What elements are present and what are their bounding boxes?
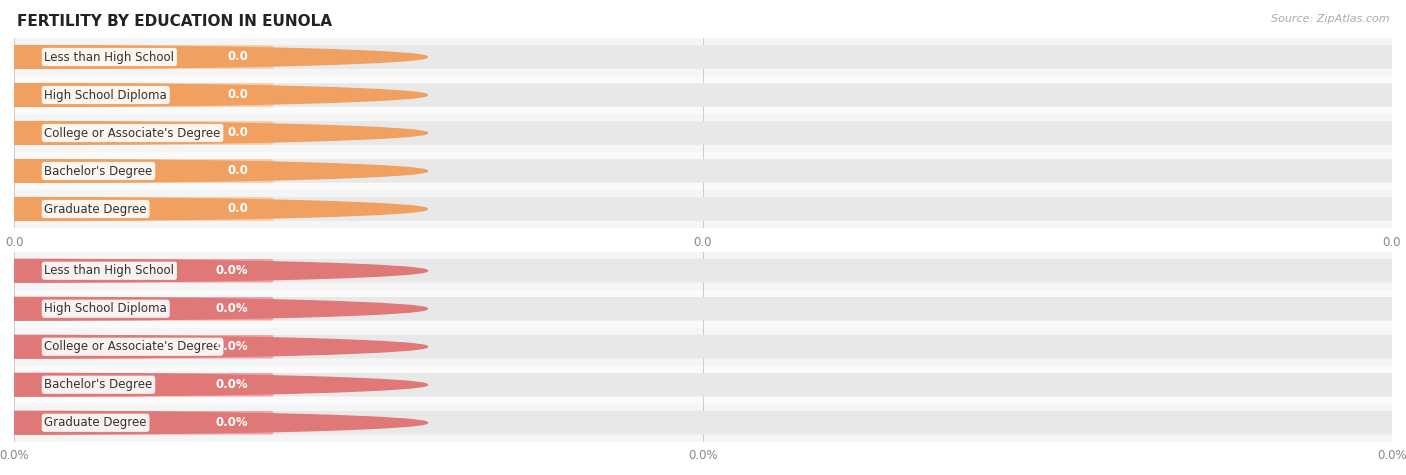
Circle shape <box>0 411 427 434</box>
Circle shape <box>0 335 427 358</box>
FancyBboxPatch shape <box>3 159 1403 183</box>
Text: 0.0%: 0.0% <box>215 302 249 315</box>
FancyBboxPatch shape <box>3 197 1403 221</box>
Bar <box>14 290 1392 328</box>
Text: Bachelor's Degree: Bachelor's Degree <box>45 164 153 178</box>
Text: Bachelor's Degree: Bachelor's Degree <box>45 378 153 391</box>
Text: 0.0%: 0.0% <box>215 264 249 277</box>
Bar <box>14 404 1392 442</box>
Circle shape <box>0 373 427 396</box>
Circle shape <box>0 198 427 220</box>
Text: High School Diploma: High School Diploma <box>45 302 167 315</box>
Bar <box>14 152 1392 190</box>
Circle shape <box>0 84 427 106</box>
FancyBboxPatch shape <box>3 197 273 221</box>
FancyBboxPatch shape <box>3 259 1403 283</box>
Bar <box>14 366 1392 404</box>
Text: College or Associate's Degree: College or Associate's Degree <box>45 340 221 353</box>
Text: 0.0: 0.0 <box>228 88 249 102</box>
Text: Graduate Degree: Graduate Degree <box>45 202 146 216</box>
FancyBboxPatch shape <box>3 373 273 397</box>
Text: 0.0%: 0.0% <box>215 378 249 391</box>
FancyBboxPatch shape <box>3 297 1403 321</box>
FancyBboxPatch shape <box>3 259 273 283</box>
Bar <box>14 114 1392 152</box>
Text: 0.0: 0.0 <box>228 164 249 178</box>
FancyBboxPatch shape <box>3 335 273 359</box>
FancyBboxPatch shape <box>3 411 1403 435</box>
FancyBboxPatch shape <box>3 411 273 435</box>
FancyBboxPatch shape <box>3 45 273 69</box>
Bar <box>14 190 1392 228</box>
FancyBboxPatch shape <box>3 45 1403 69</box>
FancyBboxPatch shape <box>3 159 273 183</box>
Text: Less than High School: Less than High School <box>45 264 174 277</box>
Text: Graduate Degree: Graduate Degree <box>45 416 146 429</box>
Text: High School Diploma: High School Diploma <box>45 88 167 102</box>
Bar <box>14 252 1392 290</box>
Bar <box>14 76 1392 114</box>
Circle shape <box>0 46 427 68</box>
Text: Source: ZipAtlas.com: Source: ZipAtlas.com <box>1271 14 1389 24</box>
Circle shape <box>0 259 427 282</box>
Text: College or Associate's Degree: College or Associate's Degree <box>45 126 221 140</box>
FancyBboxPatch shape <box>3 121 1403 145</box>
FancyBboxPatch shape <box>3 83 273 107</box>
Bar <box>14 38 1392 76</box>
FancyBboxPatch shape <box>3 83 1403 107</box>
Text: 0.0: 0.0 <box>228 50 249 64</box>
Text: 0.0: 0.0 <box>228 202 249 216</box>
Text: 0.0: 0.0 <box>228 126 249 140</box>
FancyBboxPatch shape <box>3 373 1403 397</box>
Text: FERTILITY BY EDUCATION IN EUNOLA: FERTILITY BY EDUCATION IN EUNOLA <box>17 14 332 29</box>
Bar <box>14 328 1392 366</box>
Text: Less than High School: Less than High School <box>45 50 174 64</box>
Text: 0.0%: 0.0% <box>215 416 249 429</box>
FancyBboxPatch shape <box>3 121 273 145</box>
FancyBboxPatch shape <box>3 297 273 321</box>
Circle shape <box>0 122 427 144</box>
Circle shape <box>0 160 427 182</box>
Text: 0.0%: 0.0% <box>215 340 249 353</box>
FancyBboxPatch shape <box>3 335 1403 359</box>
Circle shape <box>0 297 427 320</box>
